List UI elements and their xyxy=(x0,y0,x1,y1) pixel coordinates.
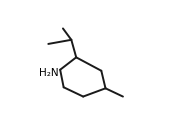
Text: H₂N: H₂N xyxy=(39,68,58,78)
